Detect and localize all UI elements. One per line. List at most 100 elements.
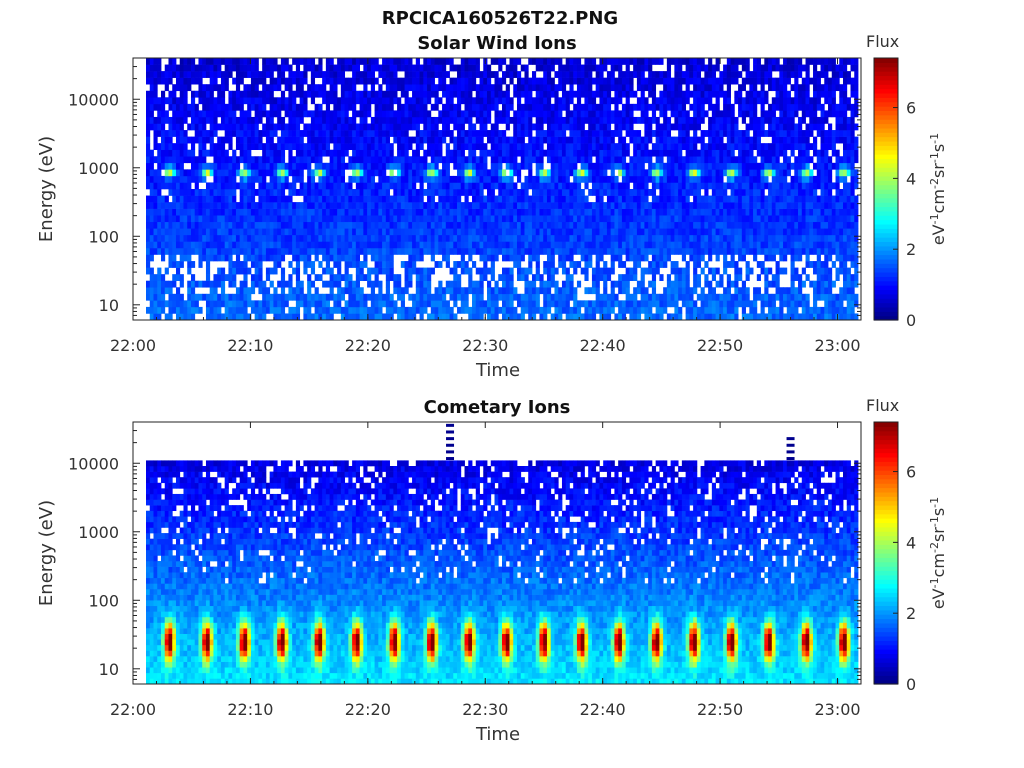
y-tick-label: 1000	[78, 159, 119, 178]
colorbar-segment	[874, 271, 898, 277]
x-tick-label: 22:20	[345, 700, 391, 719]
colorbar-segment	[874, 110, 898, 116]
colorbar-segment	[874, 197, 898, 203]
figure-title: RPCICA160526T22.PNG	[381, 8, 619, 29]
y-tick-label: 1000	[78, 523, 119, 542]
colorbar-tick-label: 0	[906, 311, 916, 330]
colorbar-segment	[874, 548, 898, 554]
panel-cometary: 22:00 22:10 22:20 22:30 22:40 22:50 23:00 Time 1…	[36, 396, 948, 745]
colorbar-segment	[874, 245, 898, 251]
colorbar-segment	[874, 140, 898, 146]
x-tick-label: 22:20	[345, 336, 391, 355]
y-tick-label: 10000	[68, 454, 119, 473]
colorbar-segment	[874, 422, 898, 427]
x-tick-label: 22:10	[227, 336, 273, 355]
colorbar-segment	[874, 210, 898, 216]
colorbar-segment	[874, 640, 898, 646]
x-tick-label: 22:50	[697, 336, 743, 355]
colorbar-segment	[874, 614, 898, 620]
colorbar-segment	[874, 267, 898, 273]
colorbar-segment	[874, 101, 898, 107]
colorbar-segment	[874, 62, 898, 68]
colorbar-segment	[874, 58, 898, 63]
colorbar-segment	[874, 180, 898, 186]
colorbar-segment	[874, 539, 898, 545]
colorbar-segment	[874, 491, 898, 497]
colorbar-tick-label: 4	[906, 169, 916, 188]
colorbar-segment	[874, 570, 898, 576]
colorbar-segment	[874, 470, 898, 475]
x-tick-label: 22:30	[462, 700, 508, 719]
colorbar-title: Flux	[866, 32, 899, 51]
colorbar-segment	[874, 426, 898, 432]
plot-frame	[132, 57, 862, 321]
colorbar-segment	[874, 443, 898, 449]
colorbar-segment	[874, 167, 898, 173]
colorbar: 0 2 4 6 Flux eV-1cm-2sr-1s-1	[866, 396, 948, 694]
spike-1	[446, 430, 455, 434]
colorbar-segment	[874, 132, 898, 138]
y-axis-label: Energy (eV)	[36, 136, 57, 242]
colorbar-segment	[874, 435, 898, 441]
colorbar-tick-label: 0	[906, 675, 916, 694]
colorbar-frame	[873, 57, 899, 321]
colorbar-segment	[874, 649, 898, 655]
colorbar-segment	[874, 474, 898, 480]
spike-1	[446, 450, 455, 454]
colorbar-segment	[874, 461, 898, 467]
x-tick-label: 22:10	[227, 700, 273, 719]
panel-title: Solar Wind Ions	[417, 33, 576, 54]
colorbar-frame	[873, 421, 899, 685]
colorbar-segment	[874, 439, 898, 445]
colorbar-segment	[874, 618, 898, 624]
colorbar-segment	[874, 219, 898, 225]
colorbar-segment	[874, 535, 898, 541]
colorbar-segment	[874, 289, 898, 295]
colorbar-segment	[874, 175, 898, 181]
x-tick-label: 22:30	[462, 336, 508, 355]
spectrogram-cells	[146, 423, 859, 685]
colorbar-segment	[874, 189, 898, 194]
x-tick-label: 22:00	[110, 336, 156, 355]
colorbar-segment	[874, 605, 898, 611]
spike-2	[786, 450, 795, 454]
colorbar-segment	[874, 193, 898, 199]
colorbar-segment	[874, 84, 898, 90]
colorbar-segment	[874, 518, 898, 524]
y-axis-label: Energy (eV)	[36, 500, 57, 606]
colorbar-segment	[874, 75, 898, 81]
spike-2	[786, 443, 795, 447]
colorbar-tick-label: 2	[906, 240, 916, 259]
colorbar-segment	[874, 574, 898, 580]
colorbar-segment	[874, 483, 898, 489]
colorbar-segment	[874, 456, 898, 462]
colorbar-segment	[874, 666, 898, 672]
colorbar-segment	[874, 258, 898, 264]
colorbar-segment	[874, 596, 898, 602]
y-tick-label: 10000	[68, 90, 119, 109]
colorbar-segment	[874, 92, 898, 98]
colorbar-segment	[874, 627, 898, 633]
colorbar-segment	[874, 679, 898, 685]
colorbar-segment	[874, 662, 898, 668]
colorbar-segment	[874, 504, 898, 510]
colorbar-segment	[874, 114, 898, 120]
colorbar-segment	[874, 71, 898, 77]
colorbar-segment	[874, 171, 898, 177]
colorbar-tick-label: 2	[906, 604, 916, 623]
colorbar-segment	[874, 293, 898, 299]
x-tick-label: 22:40	[580, 336, 626, 355]
colorbar-segment	[874, 136, 898, 142]
x-axis-label: Time	[475, 724, 520, 745]
colorbar-segment	[874, 513, 898, 519]
x-tick-label: 23:00	[814, 700, 860, 719]
plot-frame	[132, 421, 862, 685]
colorbar-segment	[874, 241, 898, 247]
colorbar-segment	[874, 653, 898, 659]
colorbar-segment	[874, 123, 898, 129]
x-tick-label: 22:00	[110, 700, 156, 719]
colorbar-segment	[874, 276, 898, 282]
x-tick-label: 23:00	[814, 336, 860, 355]
colorbar-segment	[874, 531, 898, 537]
colorbar-segment	[874, 228, 898, 234]
